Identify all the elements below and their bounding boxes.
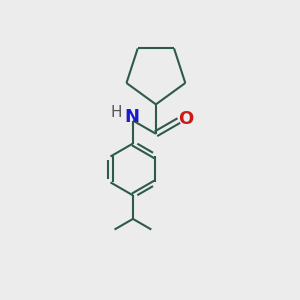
Text: H: H [111,105,122,120]
Text: N: N [124,108,139,126]
Text: O: O [178,110,193,128]
